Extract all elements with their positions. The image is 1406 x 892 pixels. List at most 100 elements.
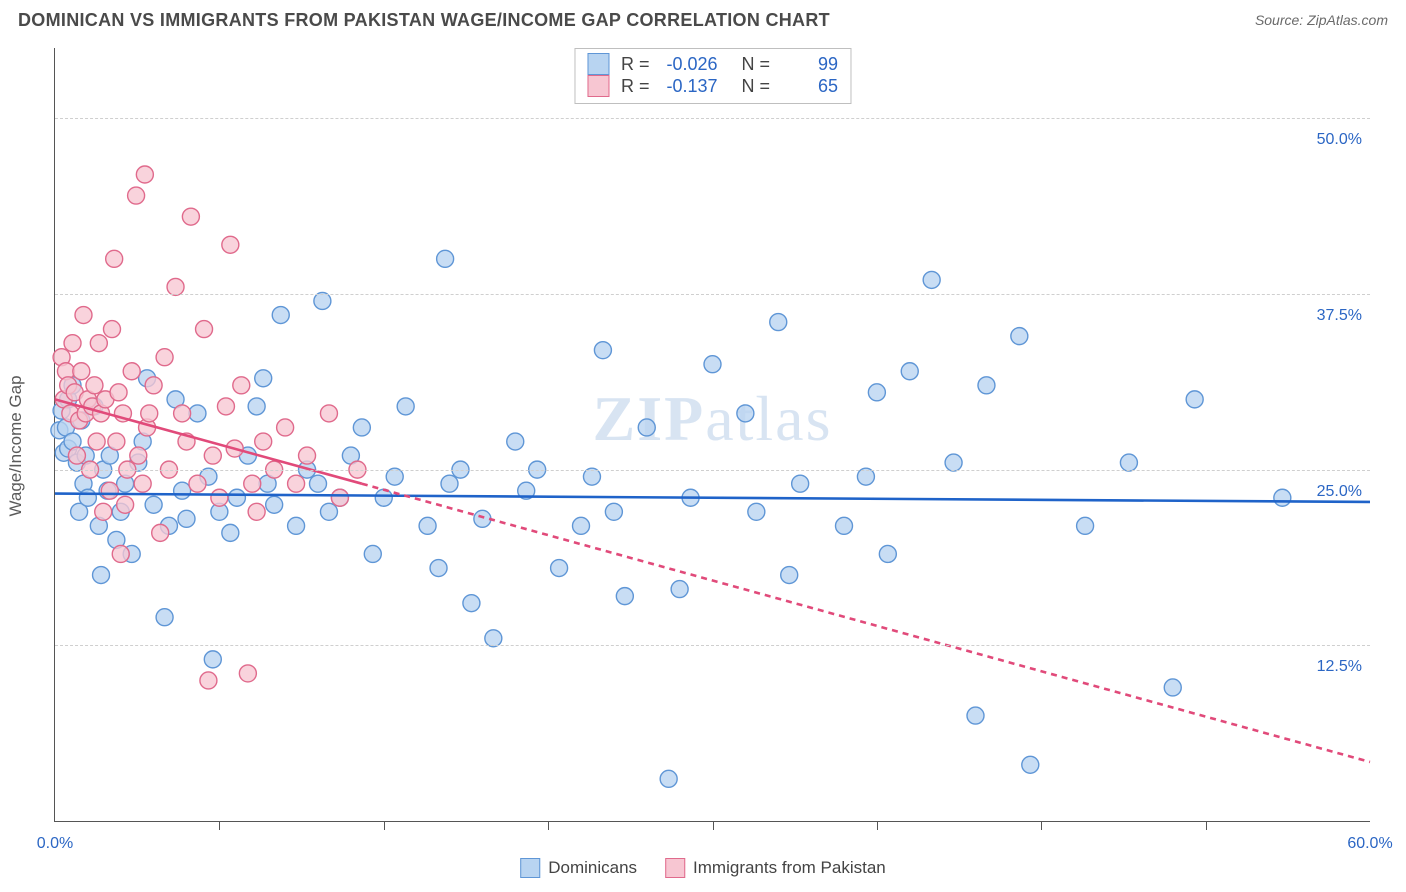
data-point [320, 405, 337, 422]
data-point [88, 433, 105, 450]
data-point [1120, 454, 1137, 471]
source-credit: Source: ZipAtlas.com [1255, 12, 1388, 28]
data-point [868, 384, 885, 401]
data-point [272, 307, 289, 324]
legend-item-dominicans: Dominicans [520, 858, 637, 878]
xtick [219, 821, 220, 830]
swatch-pakistan [587, 75, 609, 97]
data-point [110, 384, 127, 401]
data-point [857, 468, 874, 485]
data-point [145, 377, 162, 394]
data-point [86, 377, 103, 394]
data-point [101, 482, 118, 499]
data-point [156, 609, 173, 626]
legend-item-pakistan: Immigrants from Pakistan [665, 858, 886, 878]
data-point [248, 398, 265, 415]
data-point [189, 475, 206, 492]
data-point [136, 166, 153, 183]
data-point [320, 503, 337, 520]
data-point [1022, 756, 1039, 773]
data-point [200, 672, 217, 689]
data-point [792, 475, 809, 492]
xtick [877, 821, 878, 830]
data-point [419, 517, 436, 534]
data-point [594, 342, 611, 359]
data-point [605, 503, 622, 520]
data-point [145, 496, 162, 513]
data-point [130, 447, 147, 464]
data-point [781, 567, 798, 584]
data-point [79, 489, 96, 506]
gridline [55, 470, 1370, 471]
data-point [879, 545, 896, 562]
data-point [463, 595, 480, 612]
data-point [255, 433, 272, 450]
data-point [108, 433, 125, 450]
data-point [222, 236, 239, 253]
data-point [174, 405, 191, 422]
data-point [1164, 679, 1181, 696]
data-point [134, 475, 151, 492]
chart-svg [55, 48, 1370, 821]
xtick-label: 60.0% [1347, 835, 1392, 853]
data-point [441, 475, 458, 492]
ytick-label: 50.0% [1317, 131, 1362, 149]
data-point [182, 208, 199, 225]
data-point [1011, 328, 1028, 345]
data-point [299, 447, 316, 464]
xtick [384, 821, 385, 830]
data-point [737, 405, 754, 422]
data-point [474, 510, 491, 527]
gridline [55, 118, 1370, 119]
data-point [123, 363, 140, 380]
data-point [222, 524, 239, 541]
xtick [548, 821, 549, 830]
data-point [128, 187, 145, 204]
gridline [55, 645, 1370, 646]
data-point [978, 377, 995, 394]
data-point [770, 314, 787, 331]
plot-area: ZIPatlas R = -0.026 N = 99 R = -0.137 N … [54, 48, 1370, 822]
data-point [204, 447, 221, 464]
data-point [204, 651, 221, 668]
data-point [748, 503, 765, 520]
data-point [967, 707, 984, 724]
data-point [73, 363, 90, 380]
trend-line [55, 494, 1370, 502]
data-point [196, 321, 213, 338]
data-point [1077, 517, 1094, 534]
swatch-dominicans [587, 53, 609, 75]
data-point [93, 567, 110, 584]
trend-line [362, 484, 1370, 762]
data-point [233, 377, 250, 394]
data-point [353, 419, 370, 436]
data-point [64, 335, 81, 352]
swatch-pakistan-icon [665, 858, 685, 878]
data-point [397, 398, 414, 415]
data-point [95, 503, 112, 520]
data-point [364, 545, 381, 562]
data-point [437, 250, 454, 267]
data-point [156, 349, 173, 366]
data-point [244, 475, 261, 492]
gridline [55, 294, 1370, 295]
xtick [1041, 821, 1042, 830]
series-legend: Dominicans Immigrants from Pakistan [520, 858, 886, 878]
data-point [375, 489, 392, 506]
data-point [266, 496, 283, 513]
data-point [117, 496, 134, 513]
chart-title: DOMINICAN VS IMMIGRANTS FROM PAKISTAN WA… [18, 10, 830, 30]
data-point [314, 292, 331, 309]
ytick-label: 37.5% [1317, 307, 1362, 325]
data-point [112, 545, 129, 562]
data-point [189, 405, 206, 422]
data-point [167, 278, 184, 295]
data-point [288, 517, 305, 534]
data-point [211, 489, 228, 506]
y-axis-label: Wage/Income Gap [6, 375, 26, 516]
swatch-dominicans-icon [520, 858, 540, 878]
xtick [1206, 821, 1207, 830]
data-point [106, 250, 123, 267]
data-point [836, 517, 853, 534]
data-point [217, 398, 234, 415]
